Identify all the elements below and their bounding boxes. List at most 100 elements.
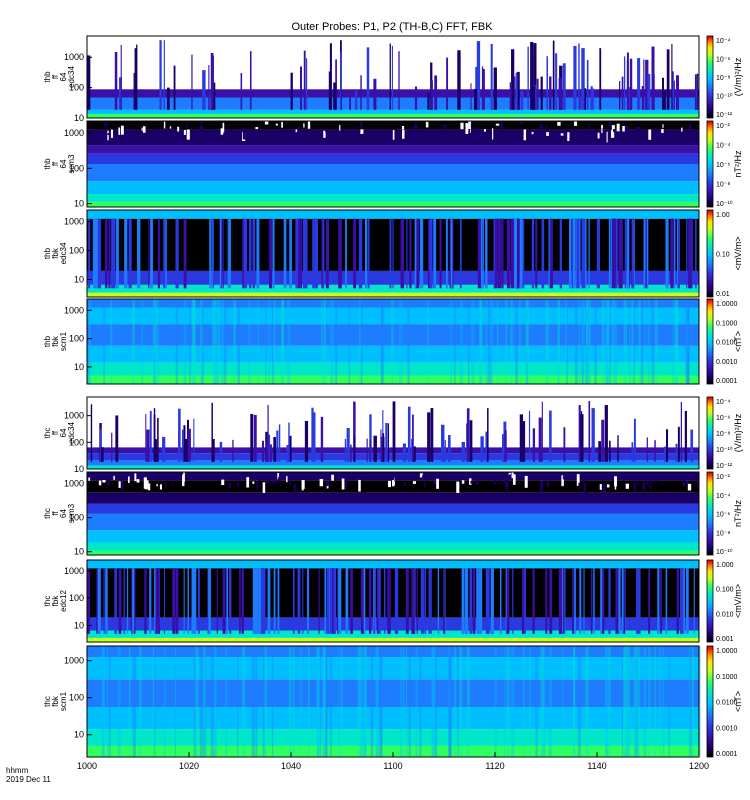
spectrogram-streak: [88, 299, 92, 384]
spectrogram-streak: [102, 646, 106, 757]
spectrogram-streak: [246, 477, 250, 488]
spectrogram-streak: [588, 299, 591, 384]
plot-frame: [86, 396, 700, 470]
spectrogram-streak: [132, 568, 135, 634]
spectrogram-streak: [261, 568, 264, 634]
spectrogram-streak: [637, 58, 641, 110]
y-axis-label: ff: [51, 430, 60, 435]
spectrogram-streak: [299, 66, 303, 110]
spectrogram-streak: [357, 646, 361, 757]
spectrogram-streak: [169, 126, 172, 129]
spectrogram-streak: [615, 133, 618, 139]
colorbar-label: nT²/Hz: [733, 150, 743, 178]
spectrogram-streak: [560, 133, 564, 136]
spectrogram-band: [87, 194, 699, 202]
spectrogram-streak: [585, 299, 589, 384]
spectrogram-band: [87, 164, 699, 182]
y-tick-label: 10: [74, 547, 84, 557]
spectrogram-streak: [108, 218, 111, 289]
spectrogram-streak: [111, 218, 114, 289]
spectrogram-streak: [328, 71, 331, 110]
spectrogram-streak: [187, 568, 189, 634]
spectrogram-streak: [340, 646, 343, 757]
spectrogram-streak: [339, 472, 341, 481]
spectrogram-streak: [178, 408, 181, 462]
spectrogram-streak: [467, 299, 470, 384]
spectrogram-streak: [685, 299, 689, 384]
spectrogram-streak: [224, 299, 227, 384]
spectrogram-streak: [454, 299, 456, 384]
spectrogram-streak: [98, 480, 102, 486]
spectrogram-streak: [406, 218, 408, 289]
spectrogram-streak: [345, 568, 349, 634]
spectrogram-streak: [222, 568, 226, 634]
spectrogram-streak: [191, 54, 193, 110]
spectrogram-streak: [533, 43, 537, 110]
spectrogram-streak: [485, 431, 488, 462]
spectrogram-streak: [476, 41, 481, 110]
spectrogram-streak: [420, 568, 424, 634]
spectrogram-streak: [683, 568, 685, 634]
spectrogram-streak: [603, 483, 606, 492]
spectrogram-streak: [499, 477, 502, 484]
spectrogram-streak: [289, 435, 292, 462]
spectrogram-streak: [103, 299, 105, 384]
spectrogram-streak: [146, 480, 149, 488]
spectrogram-streak: [566, 299, 569, 384]
x-tick-label: 1200: [689, 761, 709, 771]
spectrogram-streak: [611, 299, 614, 384]
spectrogram-streak: [472, 568, 476, 634]
spectrogram-band: [87, 657, 699, 680]
spectrogram-streak: [475, 66, 478, 110]
spectrogram-streak: [628, 646, 630, 757]
x-axis-label-hhmm: hhmm: [6, 766, 29, 775]
spectrogram-band: [87, 729, 699, 746]
spectrogram-streak: [403, 481, 406, 487]
spectrogram-streak: [283, 218, 287, 289]
panel-4: 10 100 1000 thb fbk scm1 0.0001 0.0010 0.0100 0.1…: [43, 298, 743, 385]
spectrogram-streak: [392, 130, 395, 140]
spectrogram-streak: [606, 131, 608, 143]
spectrogram-streak: [675, 443, 678, 462]
y-tick-label: 100: [69, 334, 84, 344]
spectrogram-streak: [670, 218, 674, 289]
colorbar-label: <nT>: [733, 331, 743, 352]
colorbar-tick-label: 0.10: [716, 252, 730, 259]
colorbar-tick-label: 10⁻⁶: [716, 57, 730, 64]
spectrogram-streak: [102, 480, 106, 483]
x-tick-label: 1120: [485, 761, 504, 771]
spectrogram-streak: [519, 218, 523, 289]
spectrogram-streak: [480, 218, 482, 289]
spectrogram-streaks: [88, 218, 697, 289]
spectrogram-streak: [610, 130, 615, 138]
spectrogram-streak: [145, 414, 147, 462]
spectrogram-streak: [466, 646, 470, 757]
spectrogram-streak: [686, 218, 688, 289]
spectrogram-streak: [141, 299, 144, 384]
spectrogram-streaks: [101, 121, 691, 145]
spectrogram-streak: [475, 128, 478, 135]
y-tick-label: 1000: [64, 305, 84, 315]
spectrogram-streak: [671, 71, 674, 110]
y-axis-label: edc34: [67, 422, 76, 444]
spectrogram-streaks: [101, 646, 701, 757]
spectrogram-streak: [513, 218, 518, 289]
spectrogram-streak: [273, 437, 277, 462]
spectrogram-streak: [492, 128, 494, 140]
spectrogram-streak: [530, 41, 534, 110]
spectrogram-streak: [577, 646, 582, 757]
spectrogram-streak: [259, 475, 262, 482]
spectrogram-streak: [401, 299, 403, 384]
spectrogram-streak: [529, 646, 531, 757]
spectrogram-streak: [340, 52, 342, 110]
y-tick-label: 10: [74, 464, 84, 474]
x-tick-label: 1140: [587, 761, 606, 771]
spectrogram-streak: [113, 475, 115, 480]
spectrogram-streak: [579, 89, 581, 110]
spectrogram-band: [87, 530, 699, 543]
spectrogram-streak: [468, 128, 471, 135]
spectrogram-streak: [664, 446, 667, 462]
spectrogram-streak: [459, 218, 462, 289]
spectrogram-streak: [331, 474, 334, 481]
spectrogram-band: [87, 201, 699, 207]
